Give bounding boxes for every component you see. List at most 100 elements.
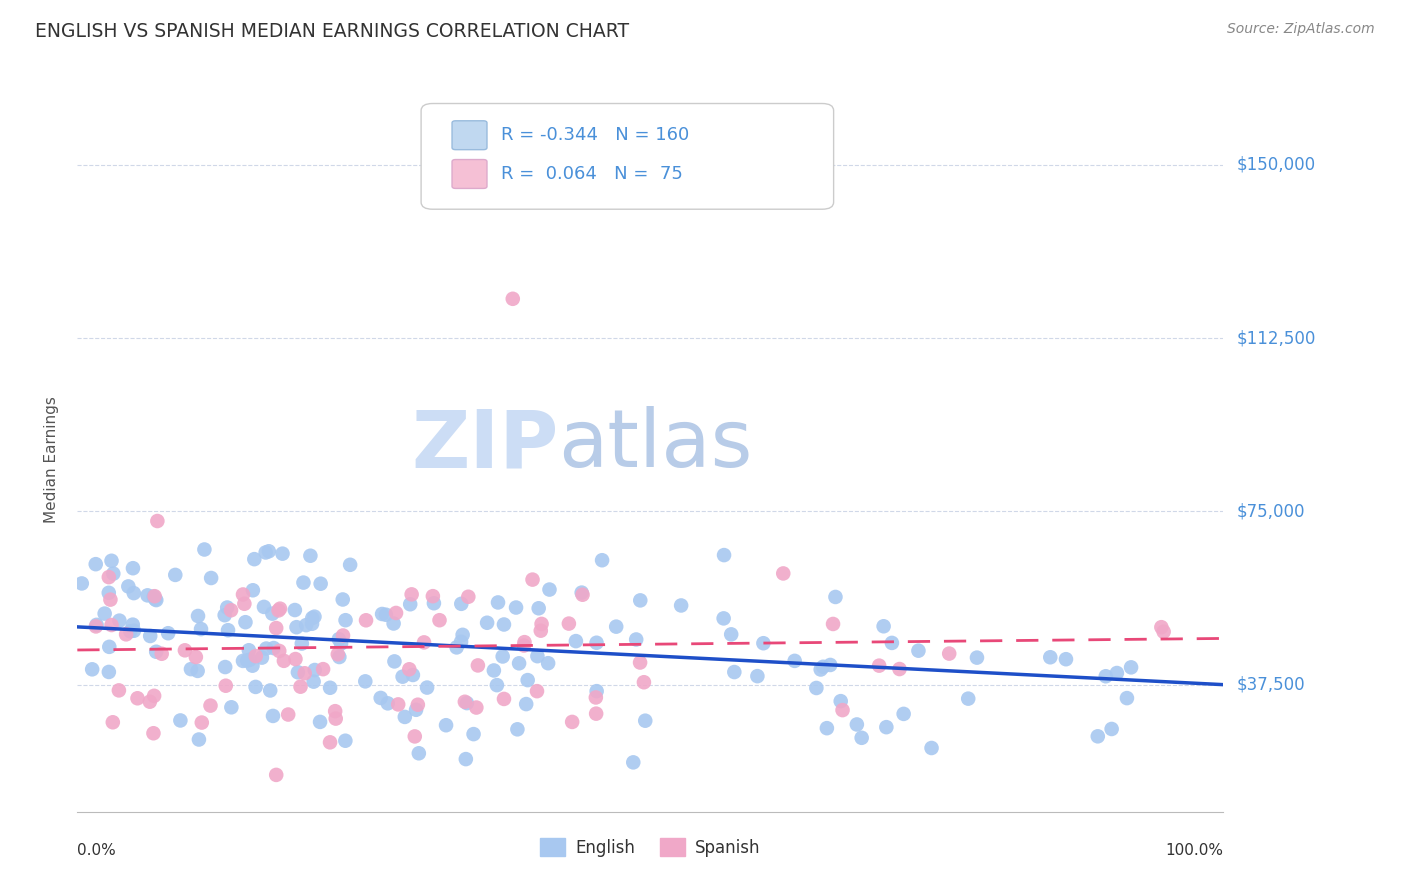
Point: [84, 619, 107, 633]
Point: [290, 680, 312, 694]
FancyBboxPatch shape: [453, 120, 486, 150]
Point: [893, 706, 915, 721]
Point: [880, 636, 903, 650]
Point: [720, 627, 742, 641]
Point: [284, 603, 307, 617]
Point: [713, 548, 735, 562]
Point: [1105, 666, 1128, 681]
Point: [406, 698, 429, 712]
Point: [831, 703, 853, 717]
Point: [467, 658, 489, 673]
Point: [335, 733, 357, 747]
Text: $37,500: $37,500: [1237, 675, 1306, 694]
Point: [530, 624, 553, 638]
Point: [319, 735, 342, 749]
Point: [269, 601, 291, 615]
FancyBboxPatch shape: [422, 103, 834, 210]
Point: [772, 566, 794, 581]
Point: [457, 590, 479, 604]
Point: [526, 649, 548, 664]
Point: [1054, 652, 1077, 666]
Text: $75,000: $75,000: [1237, 502, 1306, 520]
Text: R = -0.344   N = 160: R = -0.344 N = 160: [501, 127, 689, 145]
Point: [502, 292, 524, 306]
Point: [810, 663, 832, 677]
Point: [312, 662, 335, 676]
Point: [416, 681, 439, 695]
Point: [451, 628, 474, 642]
Point: [783, 654, 806, 668]
Point: [889, 662, 911, 676]
Point: [304, 663, 326, 677]
Point: [323, 704, 346, 718]
Point: [271, 547, 294, 561]
Point: [309, 714, 332, 729]
Point: [422, 589, 444, 603]
Text: $112,500: $112,500: [1237, 329, 1316, 347]
Point: [634, 714, 657, 728]
Point: [492, 617, 515, 632]
Point: [245, 649, 267, 664]
Point: [214, 660, 236, 674]
Point: [146, 514, 169, 528]
Point: [811, 660, 834, 674]
Point: [259, 683, 281, 698]
Point: [830, 694, 852, 708]
FancyBboxPatch shape: [453, 160, 486, 188]
Point: [86, 618, 108, 632]
Point: [851, 731, 873, 745]
Point: [585, 636, 607, 650]
Point: [624, 632, 647, 647]
Point: [264, 768, 287, 782]
Point: [169, 714, 191, 728]
Text: ZIP: ZIP: [412, 406, 558, 484]
Point: [506, 723, 529, 737]
Point: [232, 587, 254, 601]
Point: [465, 700, 488, 714]
Point: [98, 640, 121, 654]
Point: [139, 629, 162, 643]
Point: [267, 603, 290, 617]
Point: [70, 576, 93, 591]
Point: [262, 709, 284, 723]
Point: [387, 698, 409, 712]
Point: [174, 643, 197, 657]
Point: [142, 726, 165, 740]
Point: [713, 611, 735, 625]
Point: [190, 622, 212, 636]
Point: [332, 628, 354, 642]
Point: [605, 620, 627, 634]
Point: [354, 613, 377, 627]
Point: [184, 650, 207, 665]
Point: [157, 626, 180, 640]
Point: [219, 603, 242, 617]
Point: [585, 684, 607, 698]
Point: [571, 585, 593, 599]
Text: R =  0.064   N =  75: R = 0.064 N = 75: [501, 165, 682, 183]
Point: [245, 680, 267, 694]
Point: [330, 636, 353, 650]
Point: [402, 668, 425, 682]
Point: [187, 732, 209, 747]
Point: [820, 657, 842, 672]
Point: [429, 613, 451, 627]
Point: [294, 666, 316, 681]
Point: [242, 583, 264, 598]
Point: [214, 608, 236, 623]
Point: [1153, 624, 1175, 639]
Point: [669, 599, 692, 613]
Point: [628, 656, 651, 670]
Point: [377, 696, 399, 710]
Point: [232, 654, 254, 668]
Point: [145, 593, 167, 607]
Point: [238, 643, 260, 657]
Point: [299, 549, 322, 563]
Point: [262, 607, 284, 621]
Point: [332, 592, 354, 607]
Point: [243, 552, 266, 566]
Point: [277, 707, 299, 722]
Point: [957, 691, 980, 706]
Point: [82, 662, 104, 676]
Point: [408, 746, 430, 760]
Point: [475, 615, 498, 630]
